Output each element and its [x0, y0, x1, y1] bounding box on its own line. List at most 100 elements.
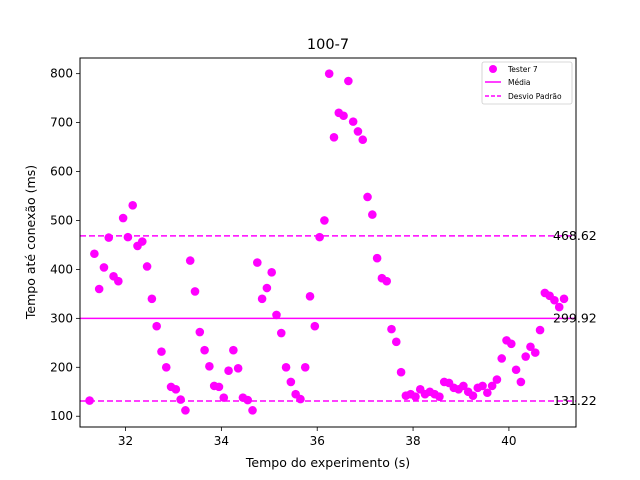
data-point	[142, 262, 152, 271]
data-point	[526, 342, 535, 352]
chart-title: 100-7	[307, 37, 349, 53]
data-point	[435, 392, 444, 401]
plot-area	[80, 69, 576, 415]
data-point	[195, 327, 205, 337]
data-point	[550, 295, 559, 305]
data-point	[459, 381, 468, 391]
data-point	[305, 292, 315, 301]
data-point	[152, 321, 161, 331]
data-point	[123, 232, 133, 242]
data-point	[296, 394, 305, 404]
x-axis-label: Tempo do experimento (s)	[245, 455, 410, 470]
axis-ticks: 32 34 36 38 40 100 200 300 400 500 600 700 800	[50, 67, 516, 448]
data-point	[507, 339, 516, 349]
data-point	[478, 381, 487, 391]
data-point	[483, 388, 492, 398]
data-point	[243, 395, 253, 405]
data-point	[276, 328, 286, 338]
data-point	[387, 324, 396, 334]
data-point	[128, 201, 138, 210]
data-point	[368, 210, 377, 219]
x-tick-label: 40	[501, 434, 516, 448]
data-point	[229, 345, 238, 355]
data-point	[315, 232, 324, 242]
data-point	[348, 117, 358, 126]
data-point	[468, 391, 478, 400]
data-point	[411, 392, 420, 401]
data-point	[344, 76, 353, 86]
y-tick-label: 200	[50, 360, 73, 374]
data-point	[147, 294, 157, 304]
x-tick-label: 38	[405, 434, 420, 448]
data-point	[248, 406, 257, 415]
data-point	[382, 276, 392, 286]
data-point	[358, 135, 368, 145]
data-point	[396, 367, 406, 377]
data-point	[253, 258, 262, 267]
data-point	[99, 263, 109, 272]
data-point	[90, 249, 99, 259]
legend: Tester 7 Média Desvio Padrão	[481, 61, 573, 105]
legend-marker-points	[489, 65, 497, 73]
data-point	[353, 127, 363, 136]
data-point	[137, 237, 147, 246]
data-point	[272, 310, 281, 320]
data-point	[161, 362, 171, 372]
data-point	[118, 213, 128, 223]
data-point	[363, 192, 372, 202]
y-tick-label: 400	[50, 262, 73, 276]
data-point	[200, 345, 209, 355]
line-annotations: 468.62 299.92 131.22	[553, 228, 597, 408]
data-point	[104, 233, 114, 242]
data-point	[310, 321, 320, 331]
data-point	[530, 348, 540, 357]
legend-label-std: Desvio Padrão	[508, 92, 562, 101]
data-point	[516, 377, 526, 387]
x-tick-label: 36	[310, 434, 325, 448]
plot-frame	[79, 57, 577, 428]
std-upper-value-label: 468.62	[553, 228, 597, 243]
data-point	[554, 302, 564, 312]
data-point	[286, 377, 296, 387]
y-tick-label: 700	[50, 116, 73, 130]
x-tick-label: 32	[118, 434, 133, 448]
y-tick-label: 100	[50, 409, 73, 423]
legend-label-points: Tester 7	[507, 65, 538, 74]
data-point	[487, 381, 497, 391]
data-point	[559, 294, 569, 304]
y-axis-label: Tempo até conexão (ms)	[23, 165, 38, 320]
legend-box	[481, 61, 573, 105]
data-point	[233, 363, 243, 373]
data-point	[85, 396, 94, 405]
data-point	[324, 69, 334, 78]
data-point	[171, 385, 181, 394]
data-point	[267, 268, 276, 277]
data-point	[320, 216, 329, 225]
data-point	[219, 393, 229, 402]
data-point	[262, 283, 272, 293]
data-point	[497, 354, 507, 363]
data-point	[157, 347, 166, 356]
data-point	[94, 284, 104, 294]
data-point	[176, 395, 185, 404]
data-point	[257, 294, 267, 304]
mean-value-label: 299.92	[553, 310, 597, 325]
legend-label-mean: Média	[508, 78, 531, 87]
data-point	[181, 406, 190, 415]
data-point	[511, 365, 521, 375]
y-tick-label: 800	[50, 67, 73, 81]
data-point	[329, 132, 339, 142]
data-point	[339, 111, 348, 121]
data-point	[224, 366, 233, 376]
data-point	[114, 276, 123, 286]
data-point	[492, 375, 502, 384]
y-tick-label: 300	[50, 311, 73, 325]
data-point	[535, 325, 545, 335]
data-point	[190, 287, 200, 296]
data-point	[521, 352, 530, 361]
data-point	[214, 382, 224, 392]
y-tick-label: 500	[50, 213, 73, 227]
data-point	[185, 256, 195, 265]
data-point	[205, 362, 214, 371]
